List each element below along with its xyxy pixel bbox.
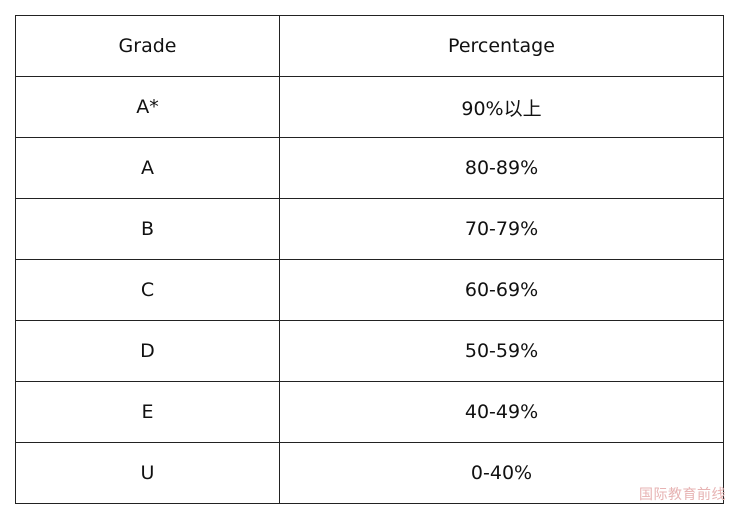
table-row: C 60-69% xyxy=(15,259,724,321)
grade-cell: C xyxy=(15,259,280,321)
percentage-cell: 70-79% xyxy=(279,198,724,260)
watermark: 国际教育前线 xyxy=(639,487,726,503)
header-percentage: Percentage xyxy=(279,15,724,77)
percentage-cell: 40-49% xyxy=(279,381,724,443)
percentage-cell: 80-89% xyxy=(279,137,724,199)
table-row: D 50-59% xyxy=(15,320,724,382)
table-row: A* 90%以上 xyxy=(15,76,724,138)
table-row: U 0-40% xyxy=(15,442,724,504)
grade-cell: B xyxy=(15,198,280,260)
percentage-cell: 50-59% xyxy=(279,320,724,382)
grade-cell: U xyxy=(15,442,280,504)
table-row: B 70-79% xyxy=(15,198,724,260)
grade-cell: A xyxy=(15,137,280,199)
table-header-row: Grade Percentage xyxy=(15,15,724,77)
grade-cell: E xyxy=(15,381,280,443)
table-row: E 40-49% xyxy=(15,381,724,443)
header-grade: Grade xyxy=(15,15,280,77)
grade-cell: A* xyxy=(15,76,280,138)
percentage-cell: 60-69% xyxy=(279,259,724,321)
percentage-cell: 90%以上 xyxy=(279,76,724,138)
percentage-cell: 0-40% xyxy=(279,442,724,504)
table-row: A 80-89% xyxy=(15,137,724,199)
grade-table: Grade Percentage A* 90%以上 A 80-89% B 70-… xyxy=(15,15,724,504)
grade-cell: D xyxy=(15,320,280,382)
